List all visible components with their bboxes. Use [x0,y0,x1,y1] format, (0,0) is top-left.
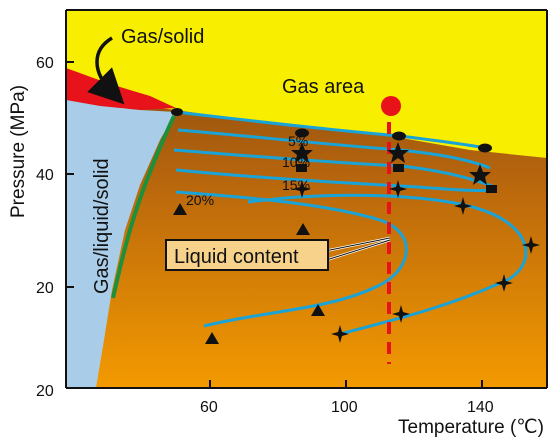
liquid-content-contours [173,110,528,336]
reference-point [381,96,401,116]
y-ticks [66,61,74,288]
gas-solid-arrow [87,36,125,105]
star-marker [387,142,409,163]
cross-star-marker [454,197,472,215]
triangle-marker [173,203,187,215]
y-tick-40: 40 [36,167,54,184]
x-tick-140: 140 [467,399,494,416]
x-ticks [209,380,483,388]
y-tick-20: 20 [36,280,54,297]
contour-10pct [173,148,493,188]
star-marker [291,142,313,163]
star-marker [469,164,491,185]
gas-solid-label: Gas/solid [121,26,204,48]
star-markers [291,142,491,185]
contour-outer [247,193,528,336]
cross-star-marker [331,325,349,343]
x-tick-100: 100 [331,399,358,416]
curve-label-10pct: 10% [282,154,310,170]
cross-star-markers [293,180,540,343]
contour-0pct [175,110,487,150]
contour-15pct [175,168,493,193]
cross-star-marker [392,305,410,323]
gas-liquid-solid-label: Gas/liquid/solid [91,158,113,294]
ellipse-marker [295,128,309,138]
gas-liquid-solid-region [66,100,176,388]
liquid-content-callout: Liquid content [165,236,391,271]
callout-label: Liquid content [174,246,299,268]
gas-area-region [66,10,547,158]
square-markers [296,164,497,193]
curve-label-15pct: 15% [282,177,310,193]
square-marker [486,185,497,193]
square-marker [393,164,404,172]
ellipse-marker [171,108,183,116]
y-tick-20-bottom: 20 [36,383,54,400]
x-tick-60: 60 [200,399,218,416]
cross-star-marker [293,180,311,198]
gas-area-label: Gas area [282,76,365,98]
ellipse-markers [171,108,492,153]
curve-label-5pct: 5% [288,133,308,149]
cross-star-marker [522,236,540,254]
square-marker [296,164,307,172]
cross-star-marker [495,274,513,292]
triangle-marker [205,332,219,344]
ellipse-marker [392,131,406,141]
contour-20pct [175,190,408,328]
contour-5pct [177,128,491,170]
x-axis-title: Temperature (℃) [398,417,544,438]
phase-boundary-line [111,115,176,299]
ellipse-marker [478,143,492,153]
triangle-marker [296,223,310,235]
cross-star-marker [389,180,407,198]
triangle-marker [311,304,325,316]
y-axis-title: Pressure (MPa) [8,85,29,218]
triangle-markers [173,203,325,344]
curve-label-20pct: 20% [186,192,214,208]
y-tick-60: 60 [36,55,54,72]
